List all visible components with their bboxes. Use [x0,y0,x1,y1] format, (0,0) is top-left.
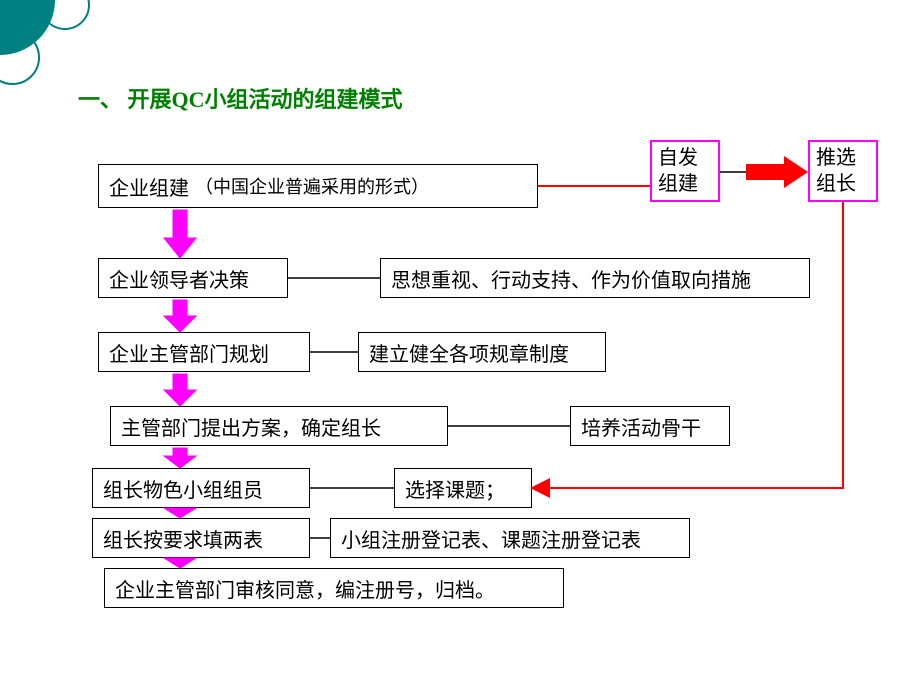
b4-side-text: 培养活动骨干 [581,412,701,441]
b1-main: 企业组建 [109,172,189,201]
b6-side-text: 小组注册登记表、课题注册登记表 [341,524,641,553]
box-register-tables: 小组注册登记表、课题注册登记表 [330,518,690,558]
box-leader-decision: 企业领导者决策 [98,258,288,298]
b6-text: 组长按要求填两表 [103,524,263,553]
box-select-topic: 选择课题； [394,468,532,508]
top-r2-text: 推选 组长 [816,145,856,197]
b2-side-text: 思想重视、行动支持、作为价值取向措施 [391,264,751,293]
b2-text: 企业领导者决策 [109,264,249,293]
box-select-members: 组长物色小组组员 [92,468,310,508]
b3-side-text: 建立健全各项规章制度 [369,338,569,367]
b5-side-text: 选择课题； [405,474,505,503]
box-elect-leader: 推选 组长 [808,140,878,202]
box-approve-archive: 企业主管部门审核同意，编注册号，归档。 [104,568,564,608]
b5-text: 组长物色小组组员 [103,474,263,503]
top-r1-text: 自发 组建 [658,145,698,197]
b1-sub: （中国企业普遍采用的形式） [195,173,429,199]
page-title: 一、 开展QC小组活动的组建模式 [78,82,403,114]
box-dept-plan: 企业主管部门规划 [98,332,310,372]
box-dept-side: 建立健全各项规章制度 [358,332,606,372]
box-leader-side: 思想重视、行动支持、作为价值取向措施 [380,258,810,298]
box-spontaneous: 自发 组建 [650,140,720,202]
box-fill-forms: 组长按要求填两表 [92,518,310,558]
b4-text: 主管部门提出方案，确定组长 [121,412,381,441]
b7-text: 企业主管部门审核同意，编注册号，归档。 [115,574,495,603]
box-enterprise-build: 企业组建 （中国企业普遍采用的形式） [98,164,538,208]
box-cultivate: 培养活动骨干 [570,406,730,446]
b3-text: 企业主管部门规划 [109,338,269,367]
box-propose-plan: 主管部门提出方案，确定组长 [110,406,448,446]
